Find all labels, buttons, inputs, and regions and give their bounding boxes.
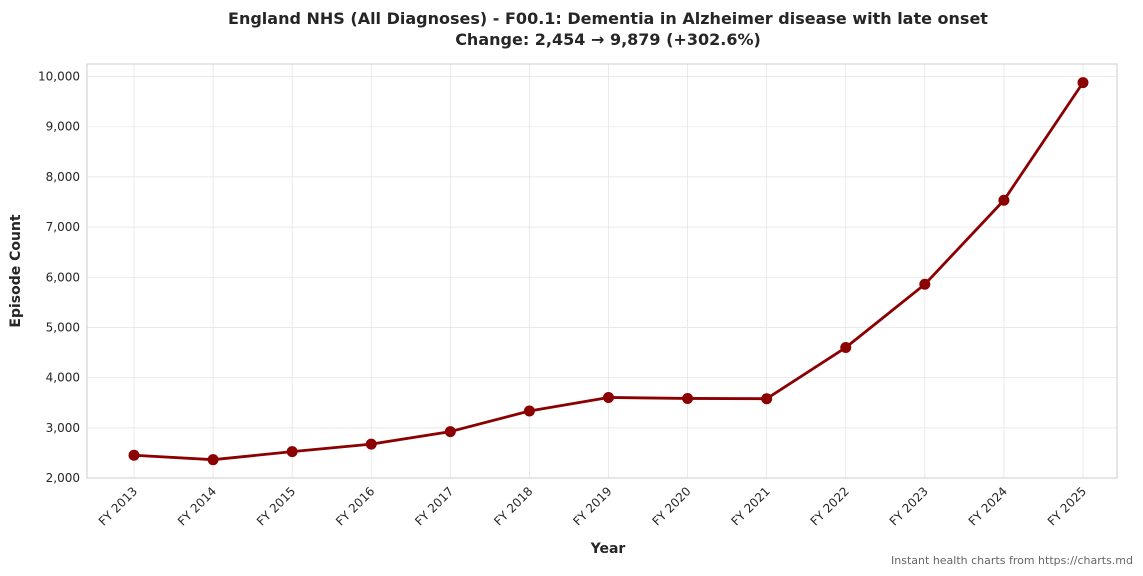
data-point bbox=[365, 438, 377, 450]
chart-subtitle: Change: 2,454 → 9,879 (+302.6%) bbox=[455, 30, 761, 49]
x-tick-label: FY 2019 bbox=[570, 484, 614, 528]
x-tick-label: FY 2017 bbox=[412, 484, 456, 528]
data-point bbox=[761, 393, 773, 405]
y-tick-label: 2,000 bbox=[46, 471, 80, 485]
y-axis-label: Episode Count bbox=[8, 214, 24, 328]
x-tick-label: FY 2013 bbox=[96, 484, 140, 528]
x-tick-label: FY 2021 bbox=[729, 484, 773, 528]
data-point bbox=[207, 454, 219, 466]
y-tick-label: 3,000 bbox=[46, 421, 80, 435]
x-tick-label: FY 2025 bbox=[1045, 484, 1089, 528]
x-tick-label: FY 2022 bbox=[808, 484, 852, 528]
x-tick-label: FY 2015 bbox=[254, 484, 298, 528]
data-point bbox=[998, 194, 1010, 206]
chart-title: England NHS (All Diagnoses) - F00.1: Dem… bbox=[228, 9, 988, 28]
x-tick-label: FY 2014 bbox=[175, 484, 219, 528]
x-tick-label: FY 2018 bbox=[491, 484, 535, 528]
data-point bbox=[523, 405, 535, 417]
x-tick-label: FY 2024 bbox=[966, 484, 1010, 528]
y-tick-label: 8,000 bbox=[46, 170, 80, 184]
plot-frame bbox=[86, 63, 1118, 479]
y-tick-label: 4,000 bbox=[46, 371, 80, 385]
series-layer bbox=[128, 77, 1089, 466]
data-point bbox=[603, 391, 614, 403]
x-axis-label: Year bbox=[590, 541, 626, 557]
data-point bbox=[840, 342, 852, 354]
data-point bbox=[286, 446, 298, 458]
x-tick-label: FY 2023 bbox=[887, 484, 931, 528]
x-tick-label: FY 2016 bbox=[333, 484, 377, 528]
data-point bbox=[919, 278, 931, 290]
y-tick-label: 9,000 bbox=[46, 120, 80, 134]
footer-note: Instant health charts from https://chart… bbox=[891, 554, 1133, 567]
y-tick-label: 10,000 bbox=[38, 70, 80, 84]
y-tick-label: 5,000 bbox=[46, 320, 80, 334]
data-point bbox=[1077, 77, 1089, 89]
x-tick-label: FY 2020 bbox=[649, 484, 693, 528]
y-tick-label: 6,000 bbox=[46, 270, 80, 284]
data-point bbox=[682, 392, 694, 404]
data-point bbox=[444, 426, 456, 438]
data-point bbox=[128, 449, 140, 461]
grid bbox=[87, 64, 1117, 479]
y-tick-label: 7,000 bbox=[46, 220, 80, 234]
